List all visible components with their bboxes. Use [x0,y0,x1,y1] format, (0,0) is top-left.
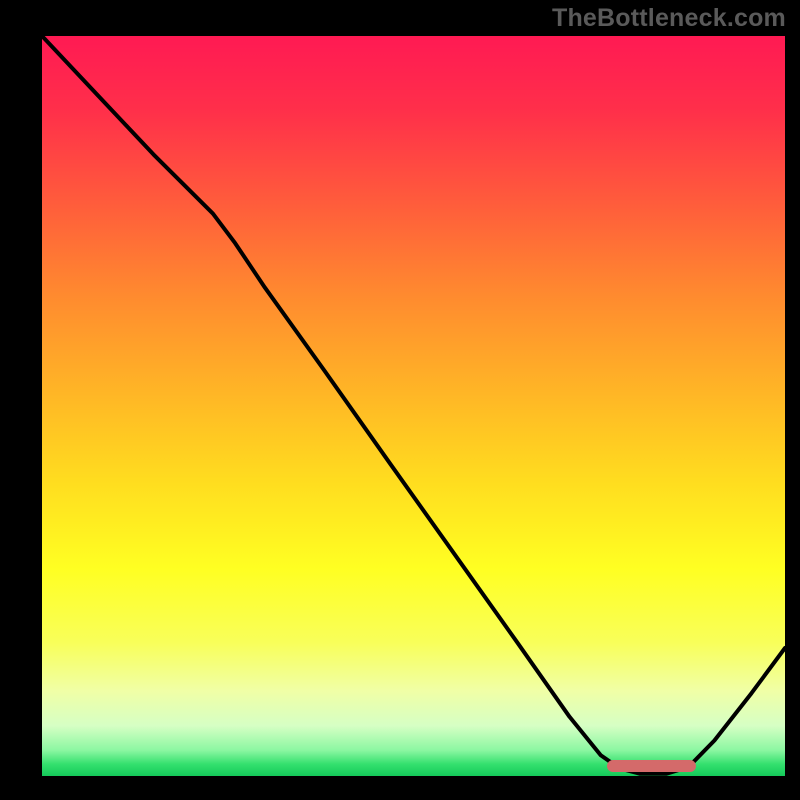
bottleneck-curve [42,36,785,774]
plot-area [42,36,785,776]
curve-layer [42,36,785,776]
watermark-text: TheBottleneck.com [552,4,786,33]
chart-container: { "watermark": { "text": "TheBottleneck.… [0,0,800,800]
optimal-range-marker [607,760,696,771]
